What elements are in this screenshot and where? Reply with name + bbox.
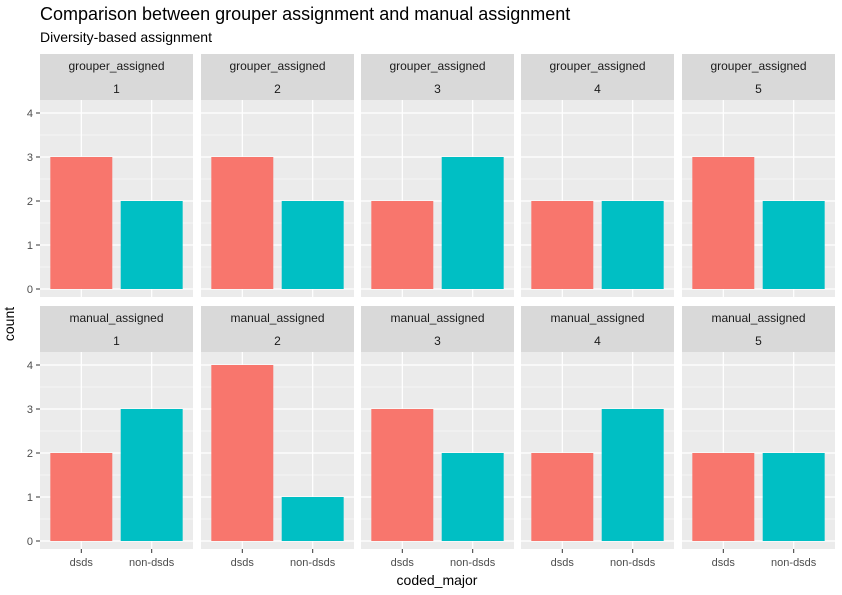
x-tick-label: dsds bbox=[70, 557, 94, 569]
y-tick-label: 4 bbox=[27, 108, 33, 120]
facet-strip bbox=[361, 306, 514, 352]
facet-strip-label: 4 bbox=[594, 334, 601, 348]
facet-strip bbox=[361, 54, 514, 100]
x-axis-title: coded_major bbox=[397, 572, 478, 588]
bar-non-dsds bbox=[441, 453, 504, 541]
x-tick-label: non-dsds bbox=[610, 557, 656, 569]
bar-non-dsds bbox=[441, 157, 504, 289]
facet-strip bbox=[682, 54, 835, 100]
y-tick-label: 1 bbox=[27, 492, 33, 504]
y-tick-label: 2 bbox=[27, 448, 33, 460]
facet-strip bbox=[682, 306, 835, 352]
bar-dsds bbox=[692, 157, 755, 289]
facet-strip-label: 4 bbox=[594, 82, 601, 96]
facet-strip-label: 1 bbox=[113, 82, 120, 96]
y-tick-label: 2 bbox=[27, 196, 33, 208]
facet-strip-label: 5 bbox=[755, 82, 762, 96]
y-tick-label: 3 bbox=[27, 152, 33, 164]
facet-strip-label: 1 bbox=[113, 334, 120, 348]
facet-strip-label: manual_assigned bbox=[390, 311, 484, 325]
facet-strip bbox=[521, 306, 674, 352]
bar-dsds bbox=[50, 453, 113, 541]
facet-strip-label: 2 bbox=[274, 82, 281, 96]
bar-dsds bbox=[692, 453, 755, 541]
facet-strip-label: 2 bbox=[274, 334, 281, 348]
y-tick-label: 0 bbox=[27, 284, 33, 296]
bar-non-dsds bbox=[601, 201, 664, 289]
x-tick-label: non-dsds bbox=[290, 557, 336, 569]
bar-non-dsds bbox=[281, 497, 344, 541]
bar-non-dsds bbox=[601, 409, 664, 541]
x-tick-label: non-dsds bbox=[450, 557, 496, 569]
facet-strip-label: grouper_assigned bbox=[549, 59, 645, 73]
facet-strip bbox=[40, 306, 193, 352]
facet-strip-label: manual_assigned bbox=[69, 311, 163, 325]
facet-strip bbox=[201, 306, 354, 352]
y-axis-title: count bbox=[1, 307, 17, 341]
x-tick-label: dsds bbox=[231, 557, 255, 569]
facet-strip bbox=[40, 54, 193, 100]
facet-strip-label: manual_assigned bbox=[711, 311, 805, 325]
facet-strip-label: grouper_assigned bbox=[68, 59, 164, 73]
bar-dsds bbox=[371, 409, 434, 541]
facet-strip-label: 5 bbox=[755, 334, 762, 348]
x-tick-label: non-dsds bbox=[129, 557, 175, 569]
facet-strip-label: manual_assigned bbox=[230, 311, 324, 325]
facet-strip bbox=[521, 54, 674, 100]
bar-dsds bbox=[371, 201, 434, 289]
bar-non-dsds bbox=[281, 201, 344, 289]
facet-strip-label: grouper_assigned bbox=[229, 59, 325, 73]
bar-dsds bbox=[531, 453, 594, 541]
y-tick-label: 1 bbox=[27, 240, 33, 252]
x-tick-label: dsds bbox=[391, 557, 415, 569]
facet-strip bbox=[201, 54, 354, 100]
bar-non-dsds bbox=[120, 409, 183, 541]
bar-dsds bbox=[211, 157, 274, 289]
bar-dsds bbox=[531, 201, 594, 289]
facet-strip-label: grouper_assigned bbox=[389, 59, 485, 73]
bar-dsds bbox=[211, 365, 274, 541]
facet-strip-label: manual_assigned bbox=[550, 311, 644, 325]
x-tick-label: dsds bbox=[712, 557, 736, 569]
y-tick-label: 3 bbox=[27, 404, 33, 416]
facet-strip-label: grouper_assigned bbox=[710, 59, 806, 73]
y-tick-label: 4 bbox=[27, 360, 33, 372]
bar-non-dsds bbox=[762, 453, 825, 541]
chart-title: Comparison between grouper assignment an… bbox=[40, 4, 571, 24]
facet-strip-label: 3 bbox=[434, 334, 441, 348]
chart-subtitle: Diversity-based assignment bbox=[40, 29, 212, 45]
facet-strip-label: 3 bbox=[434, 82, 441, 96]
y-tick-label: 0 bbox=[27, 536, 33, 548]
x-tick-label: non-dsds bbox=[771, 557, 817, 569]
bar-dsds bbox=[50, 157, 113, 289]
bar-non-dsds bbox=[120, 201, 183, 289]
bar-non-dsds bbox=[762, 201, 825, 289]
x-tick-label: dsds bbox=[551, 557, 575, 569]
